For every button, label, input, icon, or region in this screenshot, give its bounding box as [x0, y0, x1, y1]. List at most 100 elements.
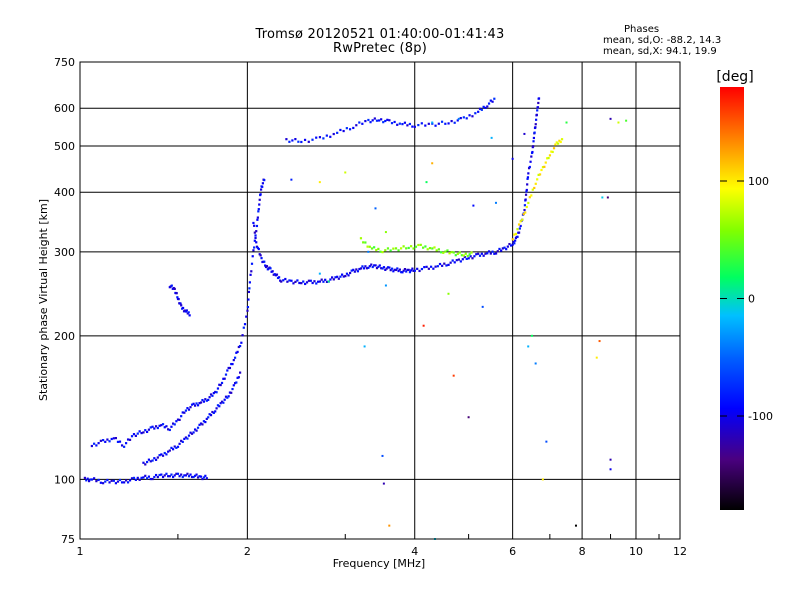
trace-point: [205, 477, 208, 480]
trace-point: [480, 252, 483, 255]
trace-point: [269, 267, 272, 270]
trace-point: [205, 417, 208, 420]
trace-point: [367, 266, 370, 269]
colorbar-tick-label: 0: [748, 293, 755, 306]
trace-point: [303, 138, 307, 141]
trace-point: [318, 136, 322, 139]
trace-point: [307, 140, 310, 143]
trace-point: [192, 475, 195, 479]
trace-point: [89, 478, 92, 481]
trace-point: [252, 249, 255, 252]
trace-point: [177, 298, 180, 301]
trace-point: [375, 267, 379, 270]
trace-point: [390, 122, 394, 125]
trace-point: [236, 350, 239, 354]
trace-point: [407, 246, 410, 250]
trace-point: [231, 387, 234, 391]
trace-point: [257, 210, 260, 213]
trace-point: [97, 442, 100, 445]
trace-point: [552, 147, 556, 150]
trace-point: [167, 450, 170, 453]
trace-point: [184, 409, 188, 412]
trace-point: [554, 143, 557, 146]
trace-point: [223, 377, 226, 380]
trace-point: [452, 251, 455, 254]
trace-point: [275, 273, 279, 276]
trace-point: [249, 273, 252, 276]
trace-point: [309, 279, 312, 282]
echo-point: [422, 324, 425, 327]
trace-point: [447, 263, 450, 266]
trace-point: [280, 280, 283, 283]
trace-point: [364, 119, 367, 123]
trace-point: [516, 228, 519, 231]
trace-point: [498, 247, 501, 251]
trace-point: [519, 220, 522, 223]
trace-point: [224, 395, 228, 398]
trace-point: [473, 255, 476, 258]
trace-point: [198, 402, 201, 405]
trace-point: [375, 119, 379, 122]
trace-point: [291, 139, 294, 142]
echo-point: [457, 117, 460, 120]
trace-point: [144, 463, 147, 466]
trace-point: [187, 434, 191, 437]
trace-point: [322, 280, 325, 283]
trace-point: [342, 275, 345, 278]
trace-point: [444, 250, 447, 253]
trace-point: [219, 383, 222, 387]
trace-point: [526, 183, 529, 186]
echo-point: [327, 280, 330, 283]
trace-point: [366, 245, 369, 248]
trace-point: [393, 268, 396, 271]
scattered-echoes: [290, 117, 628, 540]
y-tick-labels: 75 100 200 300 400 500 600 750: [54, 56, 75, 546]
trace-point: [186, 407, 189, 410]
trace-point: [120, 444, 124, 447]
trace-point: [126, 481, 130, 484]
trace-point: [339, 128, 342, 132]
trace-point: [523, 208, 526, 212]
trace-point: [112, 437, 115, 440]
trace-point: [438, 262, 442, 266]
trace-point: [439, 251, 443, 254]
trace-point: [334, 276, 337, 279]
y-tick-label: 750: [54, 56, 75, 69]
trace-point: [541, 166, 545, 169]
trace-point: [378, 264, 381, 267]
trace-point: [311, 138, 314, 141]
x-tick-label: 12: [673, 545, 687, 558]
trace-point: [460, 254, 463, 257]
trace-point: [263, 260, 266, 263]
trace-point: [199, 475, 203, 478]
trace-point: [99, 439, 102, 442]
echo-point: [511, 157, 514, 160]
trace-point: [417, 123, 420, 127]
echo-point: [363, 345, 366, 348]
echo-point: [617, 121, 620, 124]
trace-point: [386, 247, 390, 250]
trace-point: [300, 140, 303, 144]
trace-point: [551, 150, 554, 154]
y-tick-label: 100: [54, 473, 75, 486]
trace-point: [426, 248, 429, 251]
trace-point: [97, 478, 100, 482]
echo-point: [494, 201, 497, 204]
trace-point: [401, 271, 404, 274]
trace-point: [491, 250, 494, 253]
trace-point: [530, 194, 533, 197]
trace-point: [419, 243, 422, 246]
trace-point: [416, 267, 419, 270]
trace-point: [330, 276, 334, 279]
trace-point: [209, 393, 213, 396]
trace-point: [189, 406, 192, 409]
trace-point: [253, 239, 256, 242]
trace-point: [123, 481, 126, 484]
trace-point: [263, 179, 266, 182]
trace-point: [523, 204, 526, 207]
trace-point: [254, 236, 257, 240]
trace-point: [437, 122, 440, 125]
echo-point: [527, 345, 530, 348]
trace-point: [536, 109, 539, 112]
trace-point: [444, 122, 447, 125]
